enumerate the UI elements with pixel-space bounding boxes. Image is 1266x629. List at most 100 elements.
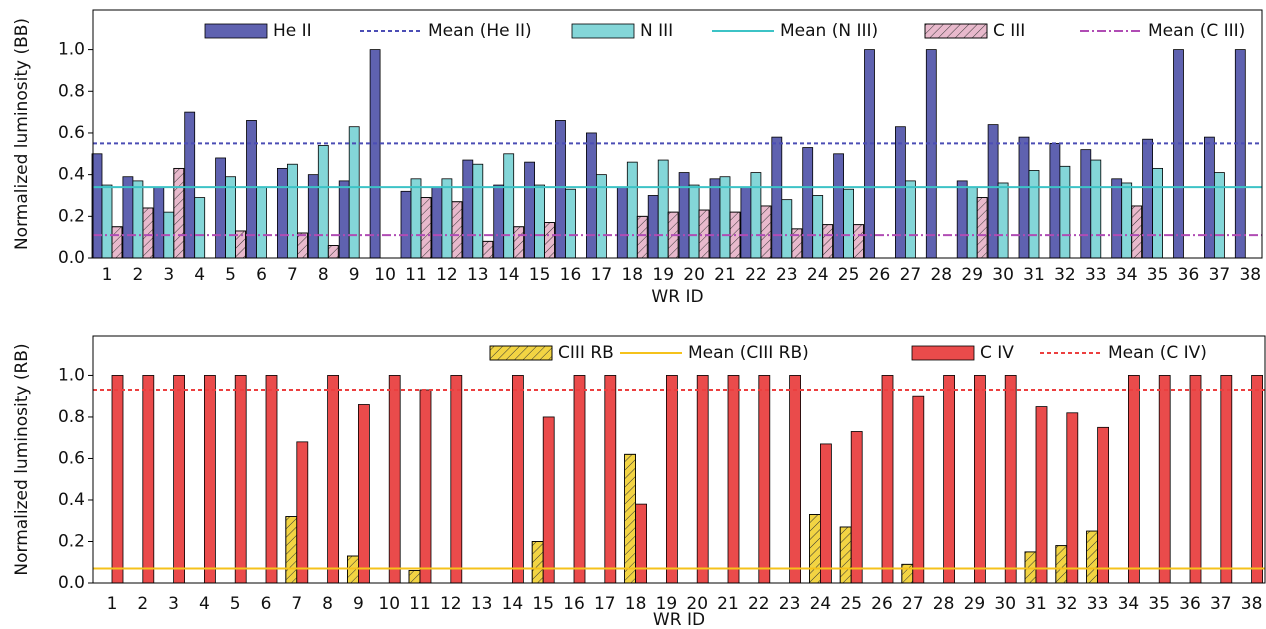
x-tick-label: 30 xyxy=(994,594,1016,614)
bar xyxy=(225,176,237,259)
bar xyxy=(173,375,186,584)
bar xyxy=(1220,375,1233,584)
bar xyxy=(555,120,566,259)
bar xyxy=(357,404,370,584)
bar xyxy=(1121,182,1133,259)
bar xyxy=(688,184,700,259)
x-tick-label: 3 xyxy=(163,265,174,285)
bar xyxy=(943,375,955,584)
x-tick-label: 31 xyxy=(1023,265,1045,285)
bar xyxy=(573,375,586,584)
x-tick-label: 24 xyxy=(807,265,829,285)
bar xyxy=(616,186,628,259)
legend-hatch xyxy=(489,345,553,361)
bar-hatch xyxy=(408,570,421,584)
bar xyxy=(296,441,309,584)
bar xyxy=(1097,426,1109,584)
legend-label: N III xyxy=(640,21,673,41)
x-tick-label: 16 xyxy=(560,265,582,285)
bar xyxy=(503,153,515,259)
bar xyxy=(1234,49,1246,259)
bar xyxy=(1204,136,1215,259)
bar xyxy=(771,136,783,259)
x-tick-label: 28 xyxy=(930,265,952,285)
bar xyxy=(441,178,453,259)
bar-hatch xyxy=(822,224,834,259)
x-tick-label: 26 xyxy=(871,594,893,614)
x-tick-label: 32 xyxy=(1054,265,1076,285)
bar xyxy=(709,178,721,259)
bar-hatch xyxy=(698,209,710,259)
bar-hatch xyxy=(624,453,636,584)
bar-hatch xyxy=(327,245,339,259)
bar xyxy=(727,375,740,584)
bar xyxy=(534,184,545,259)
x-tick-label: 23 xyxy=(776,265,798,285)
bar xyxy=(234,375,247,584)
legend-label: He II xyxy=(273,21,312,41)
x-tick-label: 18 xyxy=(621,265,643,285)
bar xyxy=(1173,49,1184,259)
x-tick-label: 26 xyxy=(869,265,891,285)
x-tick-label: 15 xyxy=(529,265,551,285)
bar xyxy=(246,120,257,259)
legend-label: Mean (C III) xyxy=(1148,21,1245,41)
bar-hatch xyxy=(296,232,308,259)
x-tick-label: 13 xyxy=(471,594,493,614)
bar-hatch xyxy=(285,516,298,584)
x-tick-label: 4 xyxy=(199,594,210,614)
plot-frame xyxy=(92,9,1263,259)
bar xyxy=(966,186,978,259)
bar xyxy=(450,375,463,584)
x-tick-label: 37 xyxy=(1210,594,1232,614)
bar xyxy=(604,375,617,584)
bar xyxy=(750,172,762,259)
x-tick-label: 11 xyxy=(409,594,431,614)
bar-hatch xyxy=(531,541,544,584)
bar xyxy=(912,395,925,584)
x-tick-label: 34 xyxy=(1118,594,1140,614)
x-tick-label: 8 xyxy=(318,265,329,285)
bar xyxy=(895,126,906,259)
x-tick-label: 38 xyxy=(1239,265,1261,285)
x-tick-label: 8 xyxy=(322,594,333,614)
x-tick-label: 4 xyxy=(194,265,205,285)
bar xyxy=(987,124,999,259)
x-tick-label: 23 xyxy=(779,594,801,614)
bar xyxy=(719,176,731,259)
x-tick-label: 36 xyxy=(1179,594,1201,614)
x-tick-label: 24 xyxy=(810,594,832,614)
bar xyxy=(1152,167,1163,259)
y-tick-label: 0.4 xyxy=(58,165,85,185)
x-tick-label: 6 xyxy=(256,265,267,285)
bar xyxy=(925,49,937,259)
x-tick-label: 22 xyxy=(748,594,770,614)
bar xyxy=(1189,375,1202,584)
bar xyxy=(740,186,752,259)
x-tick-label: 7 xyxy=(291,594,302,614)
bar xyxy=(881,375,894,584)
bar-hatch xyxy=(839,526,852,584)
bar xyxy=(338,180,350,259)
bar xyxy=(696,375,709,584)
x-tick-label: 12 xyxy=(436,265,458,285)
bar xyxy=(781,199,793,259)
bar-hatch xyxy=(513,226,525,259)
bar xyxy=(132,180,144,259)
x-tick-label: 21 xyxy=(714,265,736,285)
bar xyxy=(833,153,844,259)
x-tick-label: 1 xyxy=(107,594,118,614)
x-tick-label: 13 xyxy=(467,265,489,285)
y-tick-label: 0.2 xyxy=(58,206,85,226)
y-tick-label: 1.0 xyxy=(58,365,85,385)
bar xyxy=(265,375,278,584)
bar xyxy=(647,195,659,259)
x-tick-label: 35 xyxy=(1148,594,1170,614)
y-tick-label: 0.6 xyxy=(58,448,85,468)
x-tick-label: 20 xyxy=(686,594,708,614)
bar xyxy=(1059,165,1071,259)
x-tick-label: 19 xyxy=(652,265,674,285)
bar xyxy=(850,431,863,584)
